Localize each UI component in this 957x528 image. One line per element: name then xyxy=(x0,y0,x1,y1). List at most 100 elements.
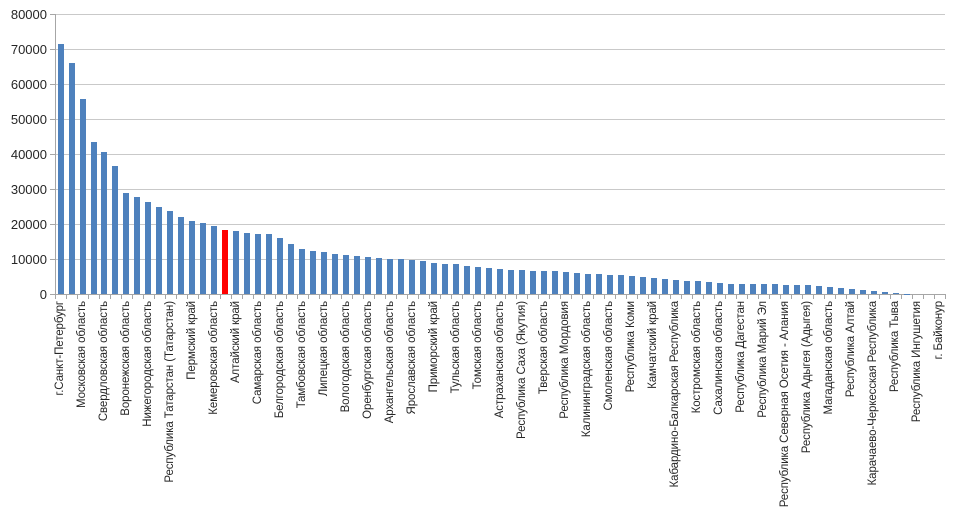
x-axis-tick xyxy=(395,295,397,299)
x-axis-tick xyxy=(340,295,342,299)
y-axis-tick xyxy=(50,119,55,120)
bar xyxy=(475,267,481,294)
x-axis-tick xyxy=(923,295,925,299)
x-axis-tick xyxy=(472,295,474,299)
x-axis-label: Свердловская область xyxy=(97,301,110,422)
x-axis-tick xyxy=(714,295,716,299)
x-axis-tick xyxy=(516,295,518,299)
x-axis-label: г.Санкт-Петербург xyxy=(54,301,66,396)
x-axis-tick xyxy=(813,295,815,299)
bar xyxy=(760,284,767,294)
x-axis-label: Ярославская область xyxy=(405,301,418,415)
y-axis-tick xyxy=(50,224,55,225)
x-axis-label: Карачаево-Черкесская Республика xyxy=(867,301,880,486)
x-axis-label: Республика Дагестан xyxy=(735,301,748,413)
x-axis-tick xyxy=(230,295,232,299)
x-axis-label: Московская область xyxy=(76,301,88,409)
y-axis-tick xyxy=(50,154,55,155)
x-axis-label: Липецкая область xyxy=(317,301,330,397)
bar xyxy=(815,285,822,294)
bar xyxy=(431,262,438,295)
x-axis-tick xyxy=(593,295,595,299)
x-axis-tick xyxy=(681,295,683,299)
x-axis-tick xyxy=(736,295,738,299)
bar xyxy=(683,280,690,294)
x-axis-label: Калининградская область xyxy=(581,301,594,438)
bar xyxy=(562,271,569,294)
x-axis-label: Вологодская область xyxy=(339,301,352,413)
bar xyxy=(826,287,833,294)
x-axis-tick xyxy=(120,295,122,299)
bar xyxy=(530,270,536,294)
x-axis-label: Костромская область xyxy=(691,301,704,414)
x-axis-tick xyxy=(549,295,551,299)
bar xyxy=(299,248,306,294)
x-axis-tick xyxy=(670,295,672,299)
gridline xyxy=(55,84,945,85)
x-axis-tick xyxy=(263,295,265,299)
bar xyxy=(573,272,580,294)
x-axis-tick xyxy=(373,295,375,299)
x-axis-tick xyxy=(318,295,320,299)
x-axis-label: Тульская область xyxy=(449,301,462,394)
bar xyxy=(376,257,383,294)
bar xyxy=(200,223,207,294)
y-axis-tick-label: 30000 xyxy=(10,181,47,197)
bar xyxy=(167,211,174,294)
y-axis-tick-label: 70000 xyxy=(10,41,47,57)
x-axis-label: Пермский край xyxy=(185,301,198,380)
x-axis-tick xyxy=(274,295,276,299)
bar xyxy=(145,202,152,294)
x-axis-tick xyxy=(65,295,67,299)
x-axis-tick xyxy=(241,295,243,299)
x-axis-tick xyxy=(538,295,540,299)
bar xyxy=(288,243,295,294)
x-axis-label: Республика Тыва xyxy=(889,301,902,393)
x-axis-label: Смоленская область xyxy=(603,301,616,411)
bar xyxy=(277,238,284,294)
x-axis-label: Республика Марий Эл xyxy=(757,301,770,418)
x-axis-tick xyxy=(582,295,584,299)
gridline xyxy=(55,119,945,120)
x-axis-tick xyxy=(142,295,144,299)
bar xyxy=(233,231,240,294)
x-axis-label: Тамбовская область xyxy=(295,301,308,409)
bar xyxy=(771,284,778,294)
x-axis-tick xyxy=(615,295,617,299)
gridline xyxy=(55,224,945,225)
x-axis-tick xyxy=(945,295,946,299)
bar xyxy=(870,290,877,294)
x-axis-tick xyxy=(802,295,804,299)
bar xyxy=(310,250,317,294)
bar xyxy=(442,263,449,294)
bar xyxy=(101,152,108,295)
bar xyxy=(398,259,405,294)
x-axis-tick xyxy=(450,295,452,299)
x-axis-label: Алтайский край xyxy=(229,301,242,384)
bar xyxy=(595,274,602,294)
bar xyxy=(497,268,503,294)
bar xyxy=(178,217,185,294)
bar xyxy=(123,193,130,294)
bar xyxy=(409,260,416,295)
x-axis-tick xyxy=(747,295,749,299)
bar xyxy=(90,142,97,294)
bar xyxy=(464,266,470,294)
x-axis-label: Белгородская область xyxy=(273,301,286,419)
bar xyxy=(672,280,679,294)
x-axis-tick xyxy=(417,295,419,299)
x-axis-label: Тверская область xyxy=(537,301,550,395)
x-axis-tick xyxy=(186,295,188,299)
x-axis-label: Томская область xyxy=(471,301,484,390)
x-axis-label: Самарская область xyxy=(251,301,264,405)
x-axis-tick xyxy=(175,295,177,299)
x-axis-tick xyxy=(219,295,221,299)
bar xyxy=(727,283,734,294)
x-axis-label: Оренбургская область xyxy=(361,301,374,419)
bar xyxy=(255,233,262,294)
y-axis-tick xyxy=(50,84,55,85)
x-axis-tick xyxy=(252,295,254,299)
x-axis-tick xyxy=(912,295,914,299)
bar xyxy=(354,256,361,294)
bar xyxy=(211,226,218,294)
